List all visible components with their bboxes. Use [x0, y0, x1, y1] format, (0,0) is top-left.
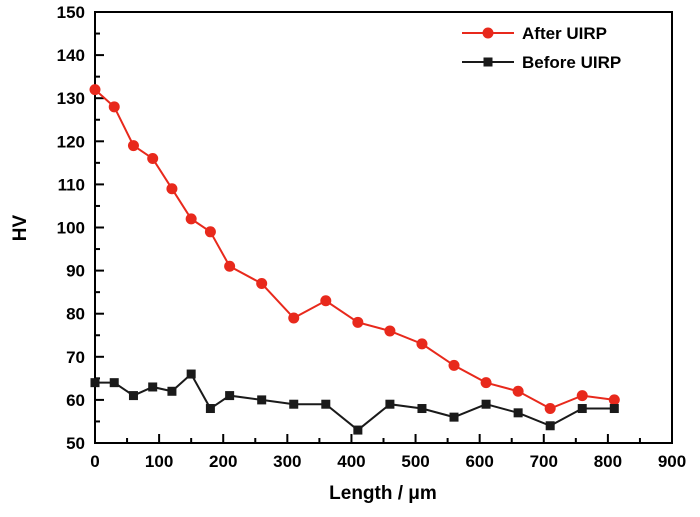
data-point [449, 412, 459, 422]
data-point [108, 101, 120, 113]
data-point [480, 377, 492, 389]
data-point [166, 183, 178, 195]
data-point [513, 408, 523, 418]
series-before-uirp [90, 369, 619, 435]
x-tick-label: 200 [209, 452, 237, 471]
data-point [89, 84, 101, 96]
y-tick-label: 110 [58, 175, 85, 194]
x-tick-label: 700 [530, 452, 558, 471]
x-tick-label: 500 [401, 452, 429, 471]
plot-border [94, 11, 673, 444]
data-point [321, 399, 331, 409]
data-point [384, 325, 396, 337]
data-point [608, 394, 620, 406]
data-point [204, 226, 216, 238]
data-point [147, 153, 159, 165]
data-point [481, 399, 491, 409]
x-axis-title: Length / μm [329, 483, 437, 504]
data-point [128, 391, 138, 401]
y-tick-label: 120 [57, 132, 85, 151]
data-point [257, 395, 267, 405]
data-point [288, 312, 300, 324]
data-point [109, 378, 119, 388]
x-tick-labels: 0 100 200 300 400 500 600 700 800 900 [90, 452, 686, 471]
legend-label: After UIRP [522, 24, 607, 43]
data-point [90, 378, 100, 388]
y-tick-label: 70 [66, 348, 85, 367]
series-after-uirp [89, 84, 620, 415]
x-tick-label: 400 [337, 452, 365, 471]
y-tick-label: 150 [57, 3, 85, 22]
data-point [186, 369, 196, 379]
x-tick-label: 0 [90, 452, 99, 471]
legend-marker-square [483, 57, 493, 67]
data-point [512, 385, 524, 397]
x-tick-label: 800 [594, 452, 622, 471]
data-point [289, 399, 299, 409]
data-point [352, 316, 364, 328]
x-tick-label: 300 [273, 452, 301, 471]
data-point [385, 399, 395, 409]
data-point [224, 260, 236, 272]
data-point [544, 403, 556, 415]
data-point [609, 404, 619, 414]
axis-ticks [94, 11, 673, 444]
data-point [205, 404, 215, 414]
y-tick-label: 90 [66, 262, 85, 281]
y-tick-label: 60 [66, 391, 85, 410]
legend: After UIRP Before UIRP [462, 24, 621, 72]
y-axis-title: HV [10, 214, 31, 241]
data-point [320, 295, 332, 307]
plot-area: 0 100 200 300 400 500 600 700 800 900 50 60 70 80 90 10… [57, 3, 687, 471]
y-tick-label: 130 [57, 89, 85, 108]
x-tick-label: 600 [465, 452, 493, 471]
y-tick-label: 50 [66, 434, 85, 453]
data-point [127, 140, 139, 152]
x-tick-label: 100 [145, 452, 173, 471]
data-point [448, 359, 460, 371]
data-point [416, 338, 428, 350]
series-line [94, 88, 615, 410]
legend-label: Before UIRP [522, 53, 621, 72]
data-point [353, 425, 363, 435]
data-point [167, 386, 177, 396]
legend-item-after-uirp: After UIRP [462, 24, 607, 43]
data-point [148, 382, 158, 392]
data-point [185, 213, 197, 225]
data-point [577, 404, 587, 414]
x-tick-label: 900 [658, 452, 686, 471]
y-tick-labels: 50 60 70 80 90 100 110 120 130 140 150 [57, 3, 85, 453]
y-tick-label: 80 [66, 305, 85, 324]
legend-item-before-uirp: Before UIRP [462, 53, 621, 72]
y-tick-label: 140 [57, 46, 85, 65]
legend-marker-circle [482, 27, 494, 39]
data-point [225, 391, 235, 401]
data-point [256, 278, 268, 290]
y-tick-label: 100 [57, 219, 85, 238]
data-point [545, 421, 555, 431]
data-point [576, 390, 588, 402]
data-point [417, 404, 427, 414]
